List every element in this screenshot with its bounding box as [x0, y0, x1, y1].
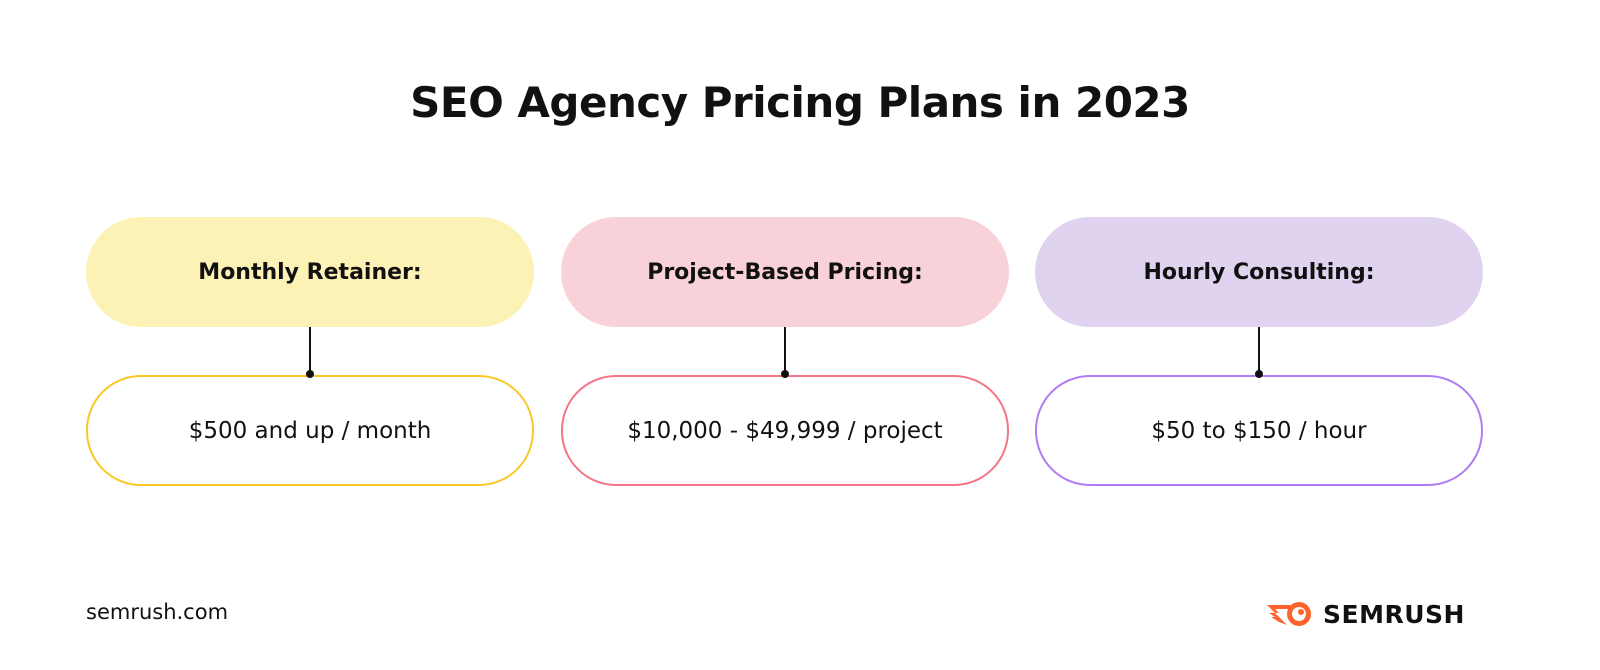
plan-name: Monthly Retainer: — [86, 217, 534, 327]
plan-monthly-retainer: Monthly Retainer: $500 and up / month — [86, 217, 534, 486]
site-url: semrush.com — [86, 600, 229, 624]
plan-price: $50 to $150 / hour — [1035, 375, 1483, 486]
connector-line — [784, 327, 786, 375]
plan-name: Project-Based Pricing: — [561, 217, 1009, 327]
brand-name: SEMRUSH — [1323, 599, 1465, 629]
connector-dot — [306, 370, 314, 378]
semrush-fireball-icon — [1267, 602, 1311, 626]
connector-dot — [781, 370, 789, 378]
plan-project-based: Project-Based Pricing: $10,000 - $49,999… — [561, 217, 1009, 486]
plan-hourly-consulting: Hourly Consulting: $50 to $150 / hour — [1035, 217, 1483, 486]
page-title: SEO Agency Pricing Plans in 2023 — [410, 78, 1190, 127]
connector-line — [1258, 327, 1260, 375]
semrush-logo: SEMRUSH — [1265, 599, 1465, 629]
connector-dot — [1255, 370, 1263, 378]
plan-price: $500 and up / month — [86, 375, 534, 486]
plan-name: Hourly Consulting: — [1035, 217, 1483, 327]
connector-line — [309, 327, 311, 375]
plan-price: $10,000 - $49,999 / project — [561, 375, 1009, 486]
